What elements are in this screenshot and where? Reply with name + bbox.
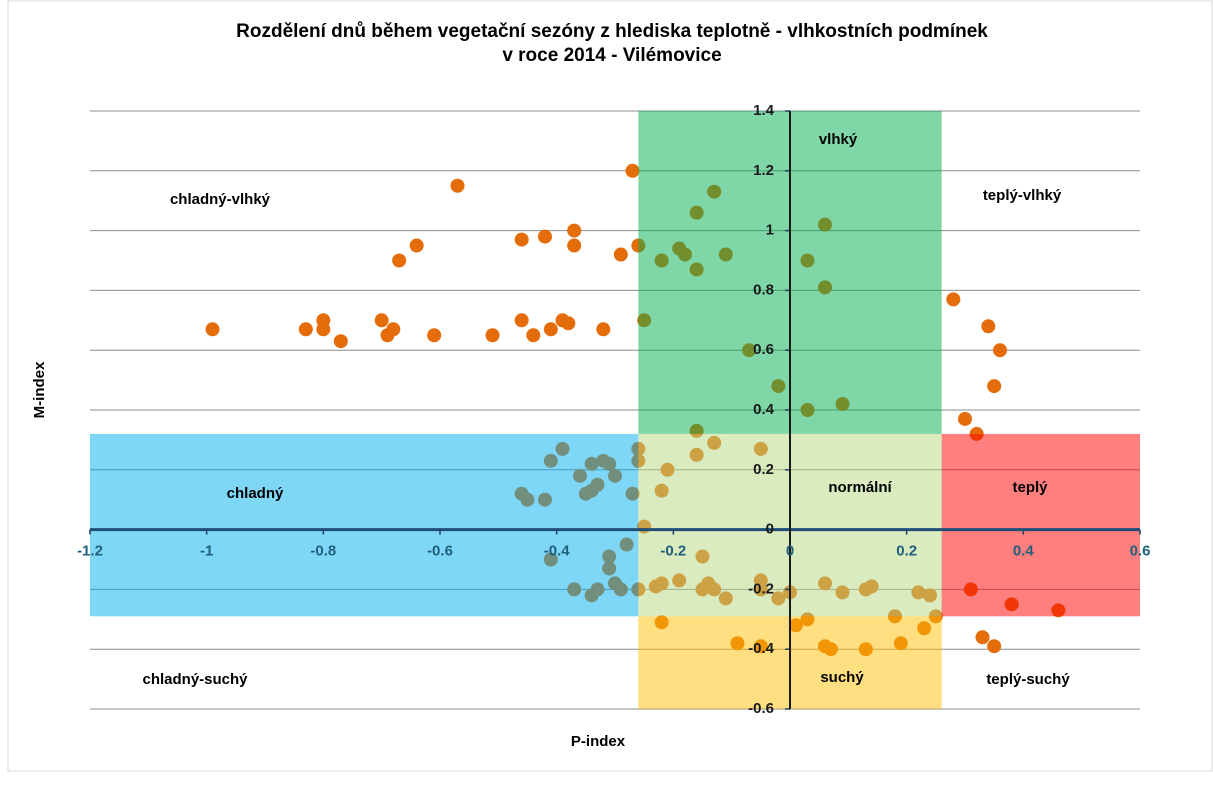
point	[450, 178, 465, 193]
zone-label: teplý-suchý	[986, 671, 1070, 688]
labels: -0.6 -0.4 -0.2 0 0.2 0.4 0.6 0.8 1 1.2 1.4 -1.2 -1 -0…	[77, 102, 1150, 717]
point	[333, 334, 348, 349]
point	[993, 343, 1007, 358]
point	[374, 313, 389, 328]
point	[958, 411, 972, 426]
point	[392, 253, 407, 268]
y-tick-label: 1.4	[753, 102, 775, 119]
y-tick-label: -0.2	[748, 580, 774, 597]
point	[526, 328, 541, 343]
y-tick-label: 1	[766, 222, 774, 239]
y-tick-label: -0.6	[748, 700, 774, 717]
chart-title: Rozdělení dnů během vegetační sezóny z h…	[236, 21, 988, 42]
point	[485, 328, 500, 343]
zone-label: teplý	[1012, 479, 1048, 496]
point	[987, 639, 1002, 654]
y-tick-label: -0.4	[748, 640, 775, 657]
point	[946, 292, 961, 307]
zone-label: normální	[828, 479, 892, 496]
point	[514, 232, 529, 247]
point	[567, 238, 582, 253]
point	[427, 328, 442, 343]
zone-label: chladný	[227, 485, 284, 502]
y-axis-title: M-index	[31, 361, 48, 418]
x-tick-label: 0.4	[1013, 543, 1035, 560]
point	[409, 238, 424, 253]
point	[596, 322, 611, 337]
zone-label: chladný-suchý	[142, 671, 248, 688]
x-tick-label: 0	[786, 543, 794, 560]
point	[613, 247, 628, 262]
x-tick-label: -1.2	[77, 543, 103, 560]
zone-label: suchý	[820, 669, 864, 686]
point	[543, 322, 558, 337]
chart-frame	[7, 0, 1213, 772]
y-tick-label: 0.2	[753, 461, 774, 478]
x-tick-label: -0.4	[544, 543, 571, 560]
point	[567, 223, 582, 238]
y-tick-label: 0.4	[753, 401, 775, 418]
x-axis-title: P-index	[571, 733, 626, 750]
point	[298, 322, 313, 337]
y-tick-label: 0.6	[753, 341, 774, 358]
axes	[89, 110, 1141, 710]
point	[561, 316, 576, 331]
x-tick-label: -1	[200, 543, 213, 560]
x-tick-label: 0.6	[1130, 543, 1151, 560]
x-tick-label: -0.2	[660, 543, 686, 560]
point	[316, 322, 331, 337]
x-tick-label: 0.2	[896, 543, 917, 560]
point	[987, 379, 1002, 394]
x-tick-label: -0.8	[310, 543, 336, 560]
point	[975, 630, 990, 645]
zone	[941, 433, 1140, 617]
chart-title: v roce 2014 - Vilémovice	[502, 45, 721, 66]
point	[538, 229, 552, 244]
zone-label: vlhký	[819, 131, 858, 148]
zone-label: teplý-vlhký	[983, 187, 1062, 204]
x-tick-label: -0.6	[427, 543, 453, 560]
y-tick-label: 0	[766, 521, 774, 538]
point	[205, 322, 220, 337]
zone-label: chladný-vlhký	[170, 191, 271, 208]
y-tick-label: 1.2	[753, 162, 774, 179]
zone	[90, 433, 639, 617]
y-tick-label: 0.8	[753, 281, 774, 298]
point	[514, 313, 529, 328]
point	[386, 322, 401, 337]
point	[981, 319, 996, 334]
point	[625, 163, 640, 178]
